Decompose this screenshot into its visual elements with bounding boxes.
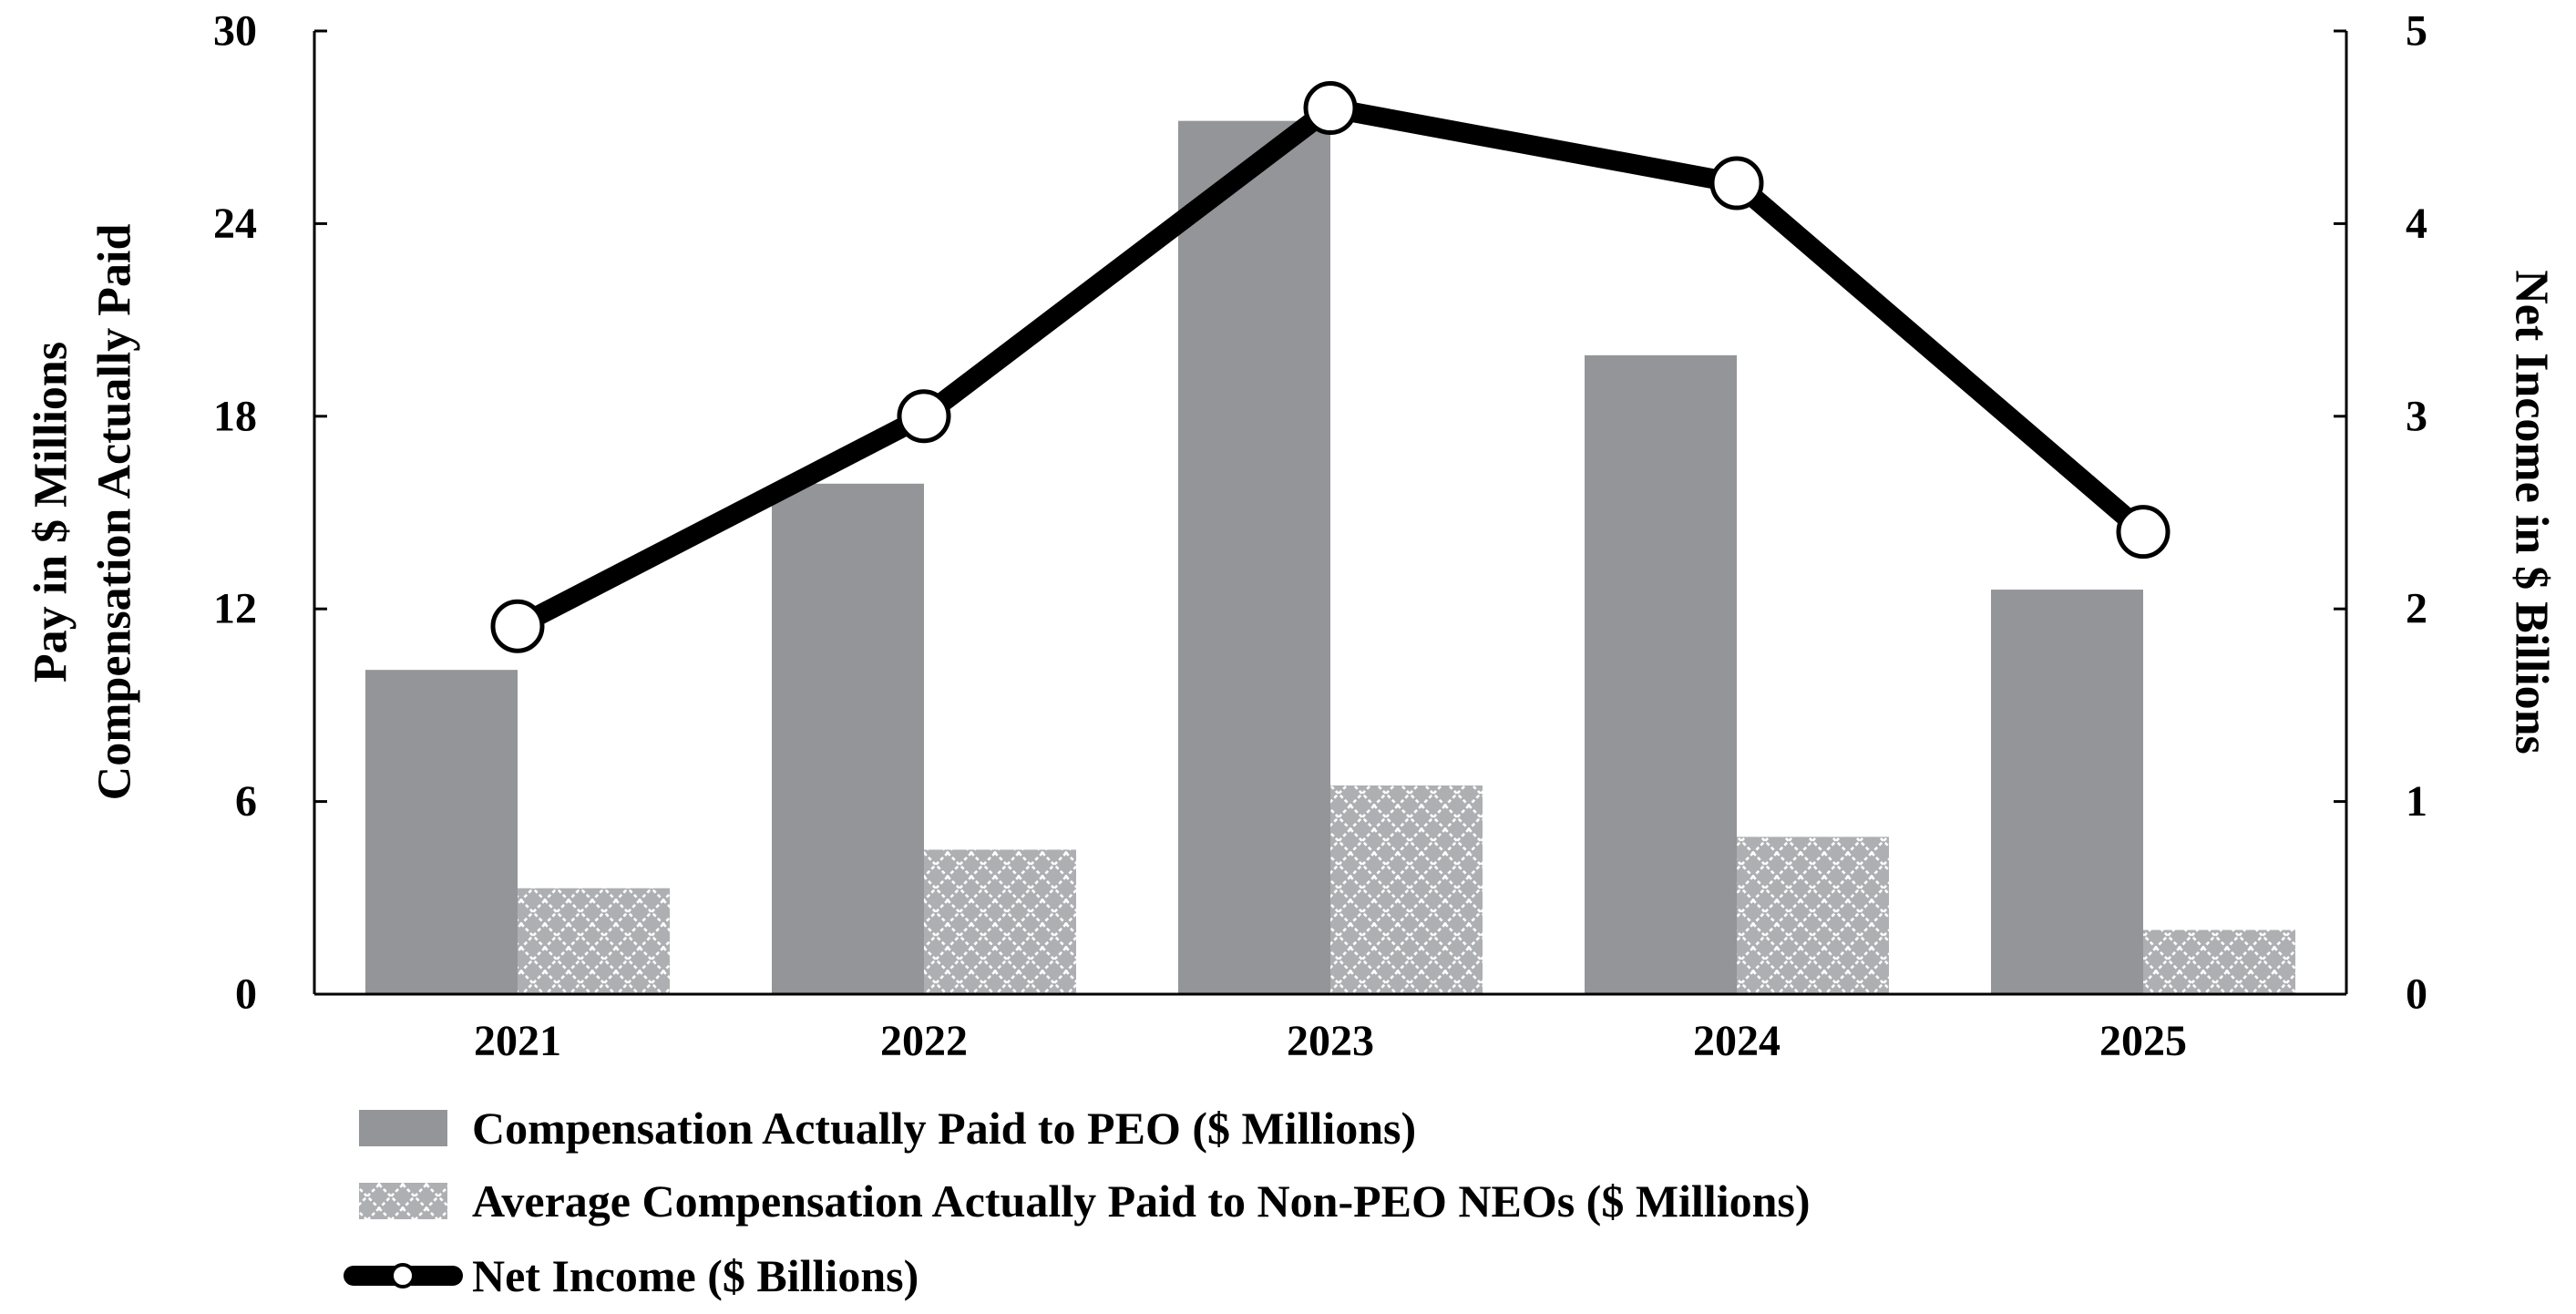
bar-peo-2025 — [1991, 590, 2143, 994]
y-tick-label-right: 1 — [2406, 777, 2427, 826]
y-tick-label-left: 30 — [213, 7, 257, 56]
bar-neo-2025 — [2143, 929, 2295, 994]
net-income-point-2021 — [490, 599, 545, 653]
x-tick-label: 2024 — [1693, 1017, 1781, 1065]
net-income-series — [490, 81, 2171, 653]
net-income-point-2025 — [2116, 505, 2171, 559]
y-ticks-left: 0 6 12 18 24 30 — [213, 7, 327, 1019]
bar-neo-2022 — [924, 849, 1076, 994]
y-tick-label-right: 0 — [2406, 970, 2427, 1019]
bar-peo-2021 — [365, 670, 518, 994]
y-tick-label-right: 3 — [2406, 392, 2427, 440]
bar-peo-2023 — [1178, 120, 1330, 995]
y-tick-label-right: 4 — [2406, 200, 2427, 248]
y-axis-title-right: Net Income in $ Billions — [2506, 270, 2558, 755]
x-tick-label: 2023 — [1287, 1017, 1374, 1065]
axes — [313, 31, 2348, 996]
bar-neo-2023 — [1330, 785, 1483, 994]
bar-neo-2024 — [1737, 837, 1889, 994]
legend-swatch-peo — [359, 1110, 447, 1146]
neo-bars — [518, 785, 2295, 994]
legend: Compensation Actually Paid to PEO ($ Mil… — [344, 1103, 1811, 1301]
legend-label-neo: Average Compensation Actually Paid to No… — [472, 1175, 1811, 1227]
y-tick-label-left: 18 — [213, 392, 257, 440]
legend-label-net-income: Net Income ($ Billions) — [472, 1250, 919, 1301]
y-axis-title-left-line2: Pay in $ Millions — [26, 342, 77, 683]
bar-peo-2024 — [1585, 354, 1737, 994]
legend-label-peo: Compensation Actually Paid to PEO ($ Mil… — [472, 1103, 1416, 1154]
net-income-point-2022 — [897, 389, 951, 444]
bar-peo-2022 — [772, 483, 924, 994]
bar-neo-2021 — [518, 888, 670, 994]
x-tick-label: 2021 — [474, 1017, 561, 1065]
y-tick-label-left: 0 — [235, 970, 257, 1019]
y-ticks-right: 0 1 2 3 4 5 — [2334, 7, 2427, 1019]
legend-swatch-net-income-marker — [390, 1263, 416, 1288]
x-tick-label: 2022 — [880, 1017, 968, 1065]
y-tick-label-left: 24 — [213, 200, 257, 248]
y-tick-label-left: 6 — [235, 777, 257, 826]
y-tick-label-right: 2 — [2406, 585, 2427, 633]
x-tick-label: 2025 — [2099, 1017, 2187, 1065]
y-tick-label-right: 5 — [2406, 7, 2427, 56]
net-income-point-2024 — [1709, 156, 1764, 210]
peo-bars — [365, 120, 2143, 995]
y-axis-title-left-line1: Compensation Actually Paid — [89, 224, 141, 801]
y-tick-label-left: 12 — [213, 585, 257, 633]
x-ticks: 2021 2022 2023 2024 2025 — [474, 1017, 2187, 1065]
legend-swatch-neo — [359, 1183, 447, 1219]
net-income-point-2023 — [1303, 81, 1358, 136]
